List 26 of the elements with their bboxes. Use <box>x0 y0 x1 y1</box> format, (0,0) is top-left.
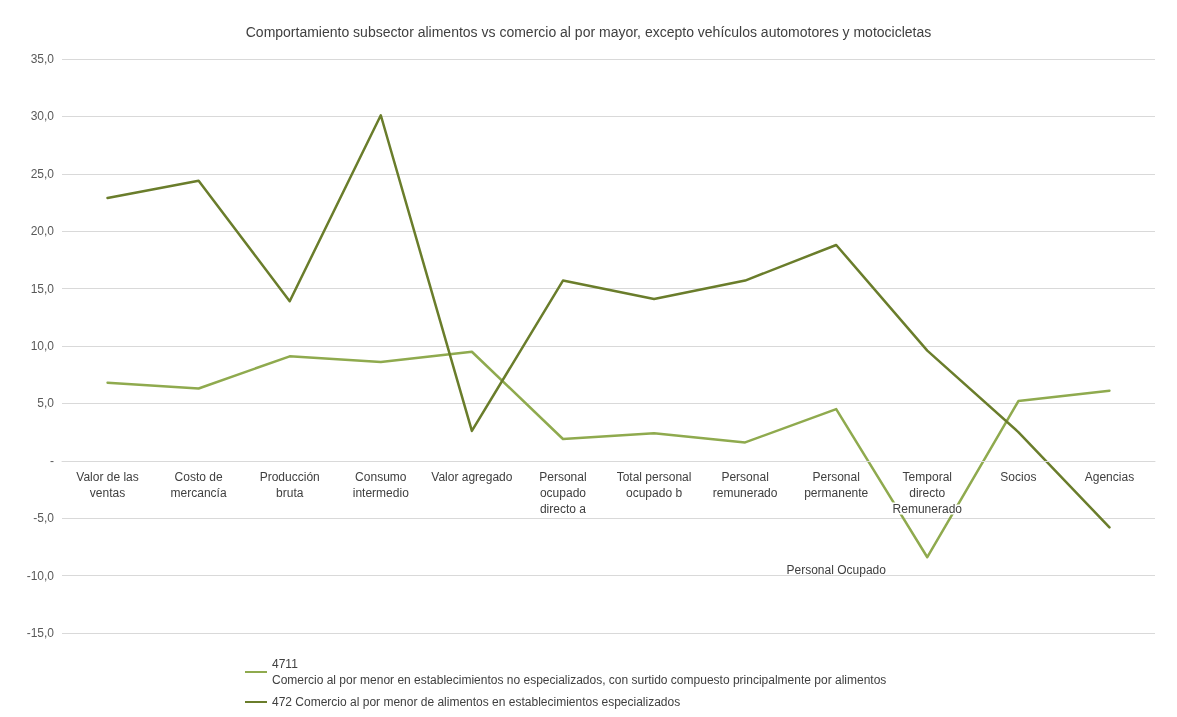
y-tick-label: -5,0 <box>33 511 55 526</box>
x-tick-label: Valor de las ventas <box>76 469 139 500</box>
x-tick-label: Consumo intermedio <box>352 469 410 500</box>
y-tick-label: 25,0 <box>30 166 55 181</box>
chart-title: Comportamiento subsector alimentos vs comercio al por mayor, excepto vehículos automotores y motocicletas <box>245 24 932 40</box>
x-tick-label: Personal remunerado <box>712 469 778 500</box>
y-tick-label: 35,0 <box>30 52 55 66</box>
y-tick-label: 15,0 <box>30 281 55 296</box>
y-tick-label: 30,0 <box>30 109 55 124</box>
x-tick-label: Personal ocupado directo a <box>539 469 587 516</box>
legend-label: 4711 Comercio al por menor en establecimientos no especializados, con surtido compuesto principalmente por alimentos <box>272 657 887 687</box>
x-tick-label: Costo de mercancía <box>170 469 227 500</box>
y-tick-label: 10,0 <box>30 339 55 353</box>
y-tick-label: - <box>50 453 54 468</box>
y-tick-label: -10,0 <box>26 568 55 583</box>
x-tick-label: Personal permanente <box>804 469 869 500</box>
x-tick-label: Valor agregado <box>431 469 513 484</box>
legend-label: 472 Comercio al por menor de alimentos en establecimientos especializados <box>272 695 681 709</box>
x-tick-label: Socios <box>1000 469 1037 484</box>
x-tick-label: Total personal ocupado b <box>616 469 692 500</box>
y-tick-label: 20,0 <box>30 224 55 239</box>
y-tick-label: 5,0 <box>37 396 55 411</box>
x-tick-label: Agencias <box>1084 469 1135 484</box>
annotation: Personal Ocupado <box>786 562 887 577</box>
x-tick-label: Producción bruta <box>259 469 320 500</box>
y-tick-label: -15,0 <box>26 626 55 640</box>
